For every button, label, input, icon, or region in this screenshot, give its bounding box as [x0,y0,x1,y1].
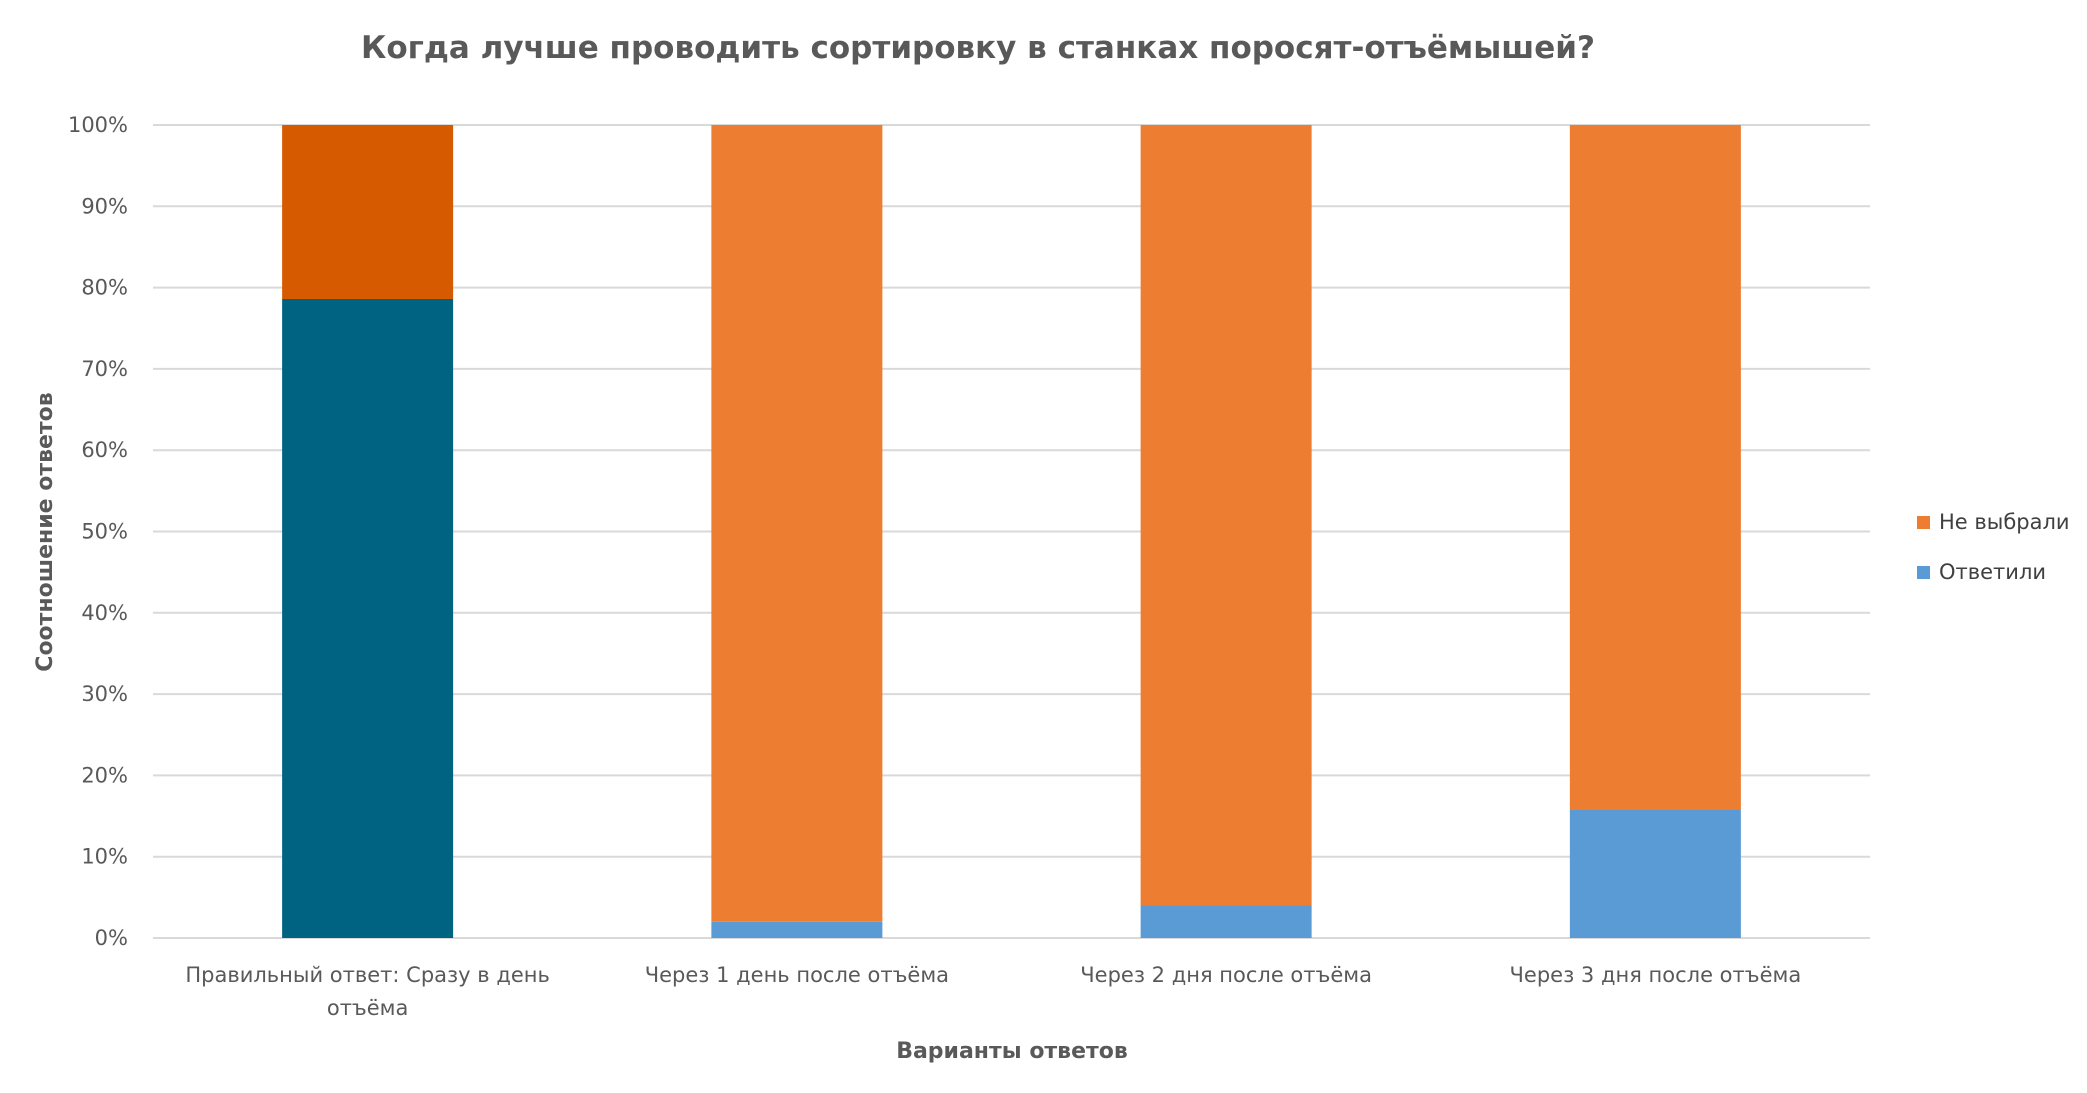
legend: Не выбрали Ответили [1917,510,2070,584]
x-category-label: Через 1 день после отъёма [645,963,949,987]
x-axis-categories: Правильный ответ: Сразу в день отъёма Чере… [185,963,1801,1020]
y-tick-label: 10% [81,845,128,869]
bar-segment-answered [711,921,883,938]
legend-swatch [1917,516,1930,529]
y-tick-label: 0% [95,926,128,950]
y-axis-label: Соотношение ответов [33,392,58,671]
y-tick-label: 30% [81,682,128,706]
bar-segment-answered [1569,809,1741,938]
y-tick-label: 50% [81,520,128,544]
chart-title: Когда лучше проводить сортировку в станк… [361,30,1595,66]
bar-segment-not-chosen [282,125,454,299]
x-axis-label: Варианты ответов [896,1039,1128,1064]
bars [282,125,1741,938]
legend-label: Не выбрали [1939,510,2070,534]
x-category-label: отъёма [327,996,409,1020]
x-category-label: Через 3 дня после отъёма [1510,963,1802,987]
legend-swatch [1917,566,1930,579]
y-tick-label: 90% [81,194,128,218]
y-tick-label: 20% [81,763,128,787]
bar-segment-not-chosen [1140,125,1312,906]
y-tick-label: 40% [81,601,128,625]
x-category-label: Через 2 дня после отъёма [1080,963,1372,987]
y-axis-ticks: 0% 10% 20% 30% 40% 50% 60% 70% 80% 90% 100% [68,113,128,950]
y-tick-label: 100% [68,113,128,137]
bar-segment-answered [282,298,454,938]
y-tick-label: 60% [81,438,128,462]
legend-label: Ответили [1939,560,2046,584]
bar-segment-not-chosen [711,125,883,922]
x-category-label: Правильный ответ: Сразу в день [185,963,550,987]
y-tick-label: 70% [81,357,128,381]
bar-segment-not-chosen [1569,125,1741,810]
y-tick-label: 80% [81,276,128,300]
bar-segment-answered [1140,905,1312,938]
